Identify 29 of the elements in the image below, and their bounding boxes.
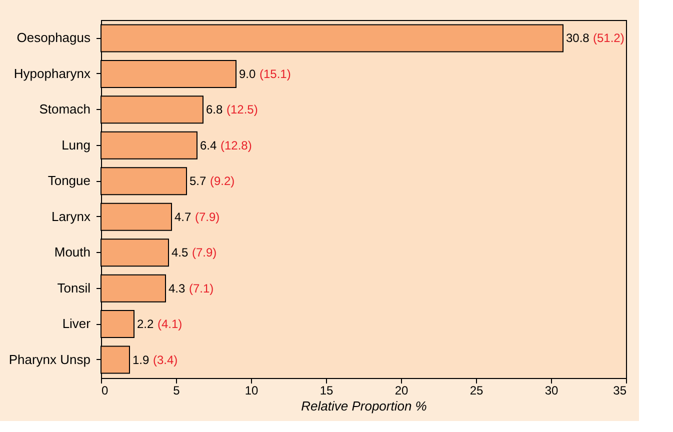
x-tick-label: 25	[470, 384, 484, 398]
data-label: 4.7 (7.9)	[174, 210, 220, 224]
y-tick-label: Lung	[62, 137, 90, 152]
y-tick-label: Pharynx Unsp	[8, 352, 90, 367]
y-tick-label: Tongue	[48, 173, 90, 188]
data-label: 5.7 (9.2)	[190, 174, 235, 188]
data-label: 6.4 (12.8)	[200, 138, 252, 152]
y-tick-label: Larynx	[51, 208, 91, 224]
x-tick-label: 15	[320, 384, 334, 398]
x-tick-label: 5	[173, 384, 180, 398]
data-label: 1.9 (3.4)	[132, 352, 178, 367]
y-tick-label: Oesophagus	[16, 30, 91, 46]
x-tick-label: 10	[244, 384, 258, 398]
x-tick-label: 20	[394, 384, 408, 398]
data-label: 4.5 (7.9)	[172, 246, 217, 260]
x-axis-title: Relative Proportion %	[301, 398, 427, 414]
y-tick-label: Hypopharynx	[14, 66, 91, 81]
y-tick-label: Liver	[62, 316, 92, 332]
data-label: 4.3 (7.1)	[168, 281, 214, 296]
x-tick-label: 35	[613, 384, 627, 398]
y-tick-label: Stomach	[39, 102, 90, 117]
data-label: 2.2 (4.1)	[137, 317, 182, 332]
x-tick-label: 30	[544, 384, 558, 398]
y-tick-label: Tonsil	[57, 280, 91, 296]
data-label: 30.8 (51.2)	[566, 31, 624, 46]
data-label: 6.8 (12.5)	[206, 102, 258, 117]
x-tick-label: 0	[102, 384, 108, 398]
y-tick-label: Mouth	[54, 244, 90, 260]
data-label: 9.0 (15.1)	[239, 66, 291, 81]
